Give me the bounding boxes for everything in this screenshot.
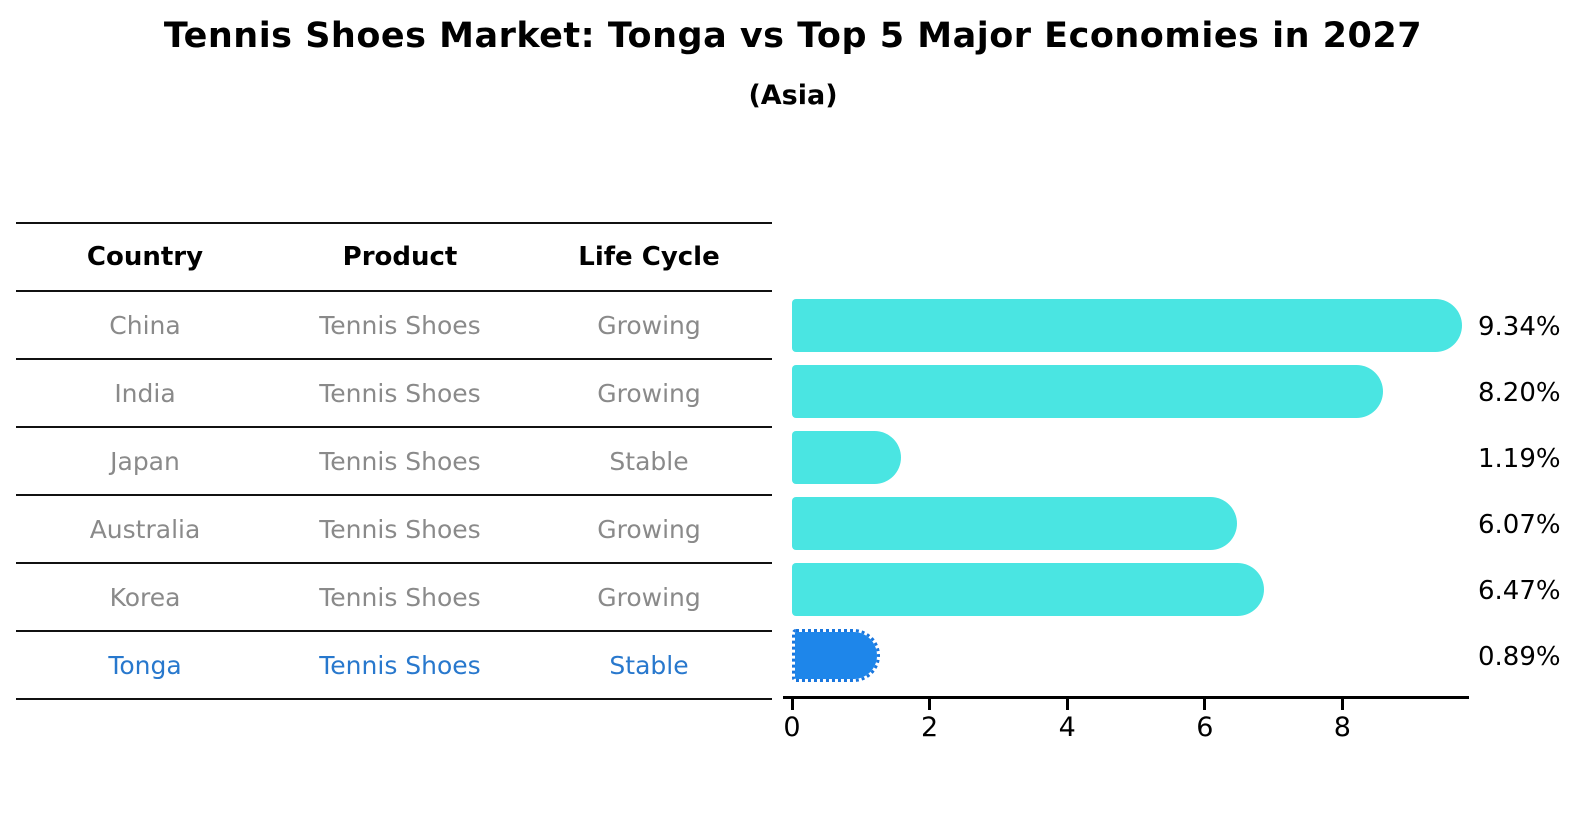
x-axis-tick-label: 6 [1196,712,1214,743]
x-axis-tick [1340,698,1344,710]
cell-product: Tennis Shoes [319,582,481,612]
table-row-tonga: Tonga Tennis Shoes Stable [16,632,772,700]
table-row-japan: Japan Tennis Shoes Stable [16,428,772,496]
cell-life-cycle: Stable [609,446,689,476]
x-axis-tick [928,698,932,710]
bar-value-label: 8.20% [1478,378,1561,408]
page-subtitle: (Asia) [748,80,838,111]
bar-korea [792,562,1265,616]
table-row-korea: Korea Tennis Shoes Growing [16,564,772,632]
cell-life-cycle: Growing [597,310,701,340]
bar-value-label: 0.89% [1478,642,1561,672]
header-cell-life-cycle: Life Cycle [578,242,720,272]
cell-product: Tennis Shoes [319,446,481,476]
page-title: Tennis Shoes Market: Tonga vs Top 5 Majo… [163,16,1423,56]
x-axis-tick-label: 2 [921,712,939,743]
comparison-table: Country Product Life Cycle China Tennis … [16,222,772,700]
bar-tonga [792,628,881,682]
table-row-australia: Australia Tennis Shoes Growing [16,496,772,564]
cell-product: Tennis Shoes [319,514,481,544]
cell-country: Korea [109,582,181,612]
cell-product: Tennis Shoes [319,650,481,680]
cell-country: Australia [89,514,201,544]
cell-country: India [114,378,176,408]
cell-life-cycle: Growing [597,378,701,408]
cell-country: Tonga [108,650,182,680]
cell-life-cycle: Growing [597,582,701,612]
table-row-india: India Tennis Shoes Growing [16,360,772,428]
x-axis-tick [1203,698,1207,710]
x-axis-tick [1065,698,1069,710]
bar-value-label: 6.47% [1478,576,1561,606]
bar-value-label: 9.34% [1478,312,1561,342]
cell-life-cycle: Stable [609,650,689,680]
bar-china [792,298,1462,352]
x-axis-tick-label: 8 [1333,712,1351,743]
cell-product: Tennis Shoes [319,310,481,340]
x-axis-line [783,696,1469,699]
x-axis-tick [790,698,794,710]
cell-life-cycle: Growing [597,514,701,544]
header-cell-product: Product [342,242,458,272]
cell-product: Tennis Shoes [319,378,481,408]
table-header-row: Country Product Life Cycle [16,224,772,292]
x-axis-tick-label: 4 [1058,712,1076,743]
cell-country: Japan [110,446,180,476]
table-row-china: China Tennis Shoes Growing [16,292,772,360]
bar-value-label: 1.19% [1478,444,1561,474]
bar-value-label: 6.07% [1478,510,1561,540]
cell-country: China [109,310,181,340]
bar-australia [792,496,1237,550]
header-cell-country: Country [86,242,204,272]
bar-japan [792,430,901,484]
bar-india [792,364,1384,418]
x-axis-tick-label: 0 [783,712,801,743]
